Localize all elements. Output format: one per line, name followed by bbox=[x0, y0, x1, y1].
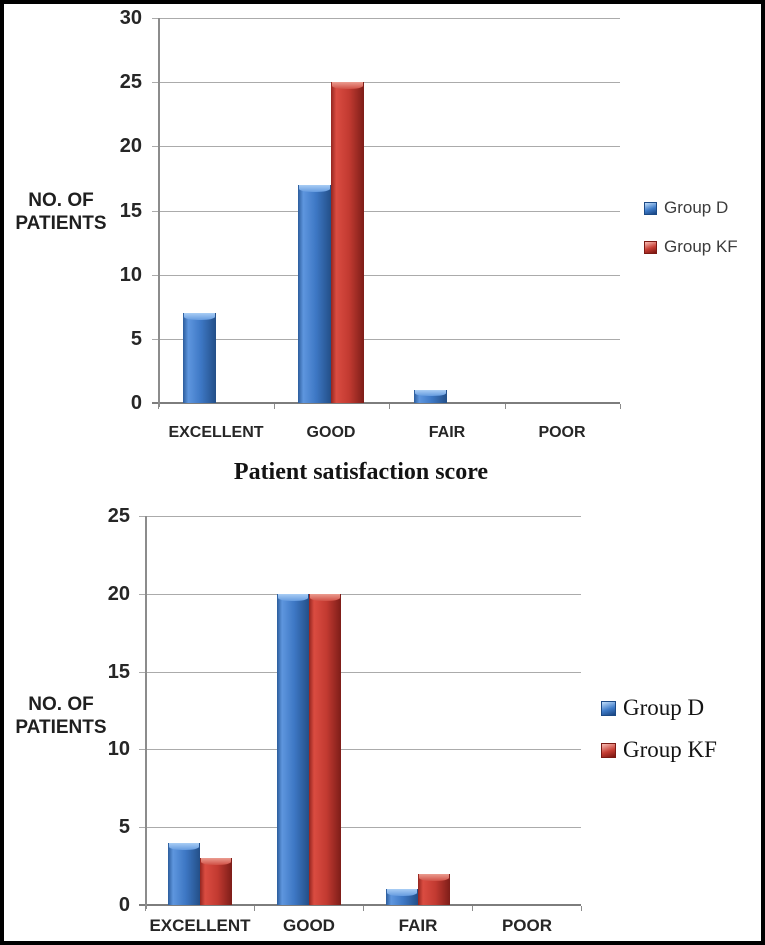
x-category-label: EXCELLENT bbox=[149, 916, 251, 935]
y-axis-title-line: NO. OF bbox=[28, 190, 94, 211]
bar-group-kf-fair bbox=[418, 874, 450, 905]
y-tick-label: 20 bbox=[119, 135, 142, 158]
y-axis-title: NO. OF PATIENTS bbox=[5, 189, 117, 235]
y-tick-label: 25 bbox=[107, 505, 130, 527]
y-tick-label: 25 bbox=[119, 71, 142, 94]
bar-group-d-good bbox=[298, 185, 331, 403]
legend-swatch-group-kf bbox=[601, 742, 616, 758]
bar-cap bbox=[278, 594, 308, 601]
y-tick-label: 0 bbox=[130, 392, 142, 414]
gridline bbox=[152, 82, 620, 84]
bar-cap bbox=[415, 390, 446, 396]
bar-group-kf-good bbox=[309, 594, 341, 905]
x-category-label: EXCELLENT bbox=[168, 424, 264, 441]
gridline bbox=[152, 146, 620, 148]
bar-cap bbox=[310, 594, 340, 601]
bar-group-d-fair bbox=[386, 889, 418, 905]
y-axis-line bbox=[158, 18, 160, 407]
gridline bbox=[139, 516, 581, 517]
legend-item-group-kf: Group KF bbox=[644, 237, 738, 257]
gridline bbox=[152, 210, 620, 212]
bar-cap bbox=[299, 185, 330, 192]
y-axis-title-line: PATIENTS bbox=[15, 213, 107, 234]
legend-label: Group D bbox=[664, 198, 729, 217]
x-axis-tick bbox=[620, 404, 621, 409]
legend-item-group-kf: Group KF bbox=[601, 737, 717, 763]
x-axis-tick bbox=[254, 906, 255, 911]
x-axis-tick bbox=[505, 404, 506, 409]
y-tick-label: 20 bbox=[107, 582, 130, 605]
bar-group-kf-good bbox=[331, 82, 364, 403]
x-axis-tick bbox=[363, 906, 364, 911]
legend-label: Group D bbox=[623, 695, 705, 720]
y-tick-label: 0 bbox=[118, 894, 130, 916]
y-axis-title-line: NO. OF bbox=[28, 694, 94, 715]
x-category-label: GOOD bbox=[283, 916, 335, 935]
bar-cap bbox=[184, 313, 215, 320]
y-axis-title: NO. OF PATIENTS bbox=[5, 693, 117, 739]
x-axis-tick bbox=[274, 404, 275, 409]
x-category-label: FAIR bbox=[398, 916, 438, 935]
bar-group-d-fair bbox=[414, 390, 447, 403]
x-axis-line bbox=[152, 402, 620, 404]
y-tick-label: 10 bbox=[119, 263, 142, 286]
legend-item-group-d: Group D bbox=[601, 695, 704, 721]
x-axis-tick bbox=[389, 404, 390, 409]
bar-cap bbox=[419, 874, 449, 881]
y-tick-label: 30 bbox=[119, 7, 142, 29]
bar-cap bbox=[201, 858, 231, 865]
gridline bbox=[152, 18, 620, 19]
legend-item-group-d: Group D bbox=[644, 198, 728, 218]
gridline bbox=[139, 827, 581, 829]
chart-title: Patient satisfaction score bbox=[233, 459, 489, 485]
legend-swatch-group-kf bbox=[644, 240, 657, 254]
x-axis-line bbox=[139, 904, 581, 906]
y-tick-label: 5 bbox=[130, 327, 142, 350]
x-category-label: POOR bbox=[538, 424, 586, 441]
gridline bbox=[139, 749, 581, 751]
bar-cap bbox=[169, 843, 199, 850]
legend-label: Group KF bbox=[664, 237, 738, 256]
gridline bbox=[139, 593, 581, 595]
gridline bbox=[139, 671, 581, 673]
legend-swatch-group-d bbox=[644, 201, 657, 215]
x-axis-tick bbox=[581, 906, 582, 911]
x-category-label: GOOD bbox=[306, 424, 356, 441]
bar-cap bbox=[387, 889, 417, 896]
bar-group-d-excellent bbox=[183, 313, 216, 403]
y-axis-title-line: PATIENTS bbox=[15, 717, 107, 738]
bar-cap bbox=[332, 82, 363, 89]
gridline bbox=[152, 338, 620, 340]
gridline bbox=[152, 274, 620, 276]
x-category-label: FAIR bbox=[428, 424, 466, 441]
x-category-label: POOR bbox=[501, 916, 553, 935]
legend-label: Group KF bbox=[623, 737, 717, 762]
bar-group-d-good bbox=[277, 594, 309, 905]
x-axis-tick bbox=[472, 906, 473, 911]
bar-group-kf-excellent bbox=[200, 858, 232, 905]
y-tick-label: 15 bbox=[107, 660, 130, 683]
y-tick-label: 10 bbox=[107, 738, 130, 761]
y-tick-label: 15 bbox=[119, 199, 142, 222]
bar-group-d-excellent bbox=[168, 843, 200, 905]
y-axis-line bbox=[145, 516, 147, 909]
y-tick-label: 5 bbox=[118, 816, 130, 839]
legend-swatch-group-d bbox=[601, 700, 616, 716]
